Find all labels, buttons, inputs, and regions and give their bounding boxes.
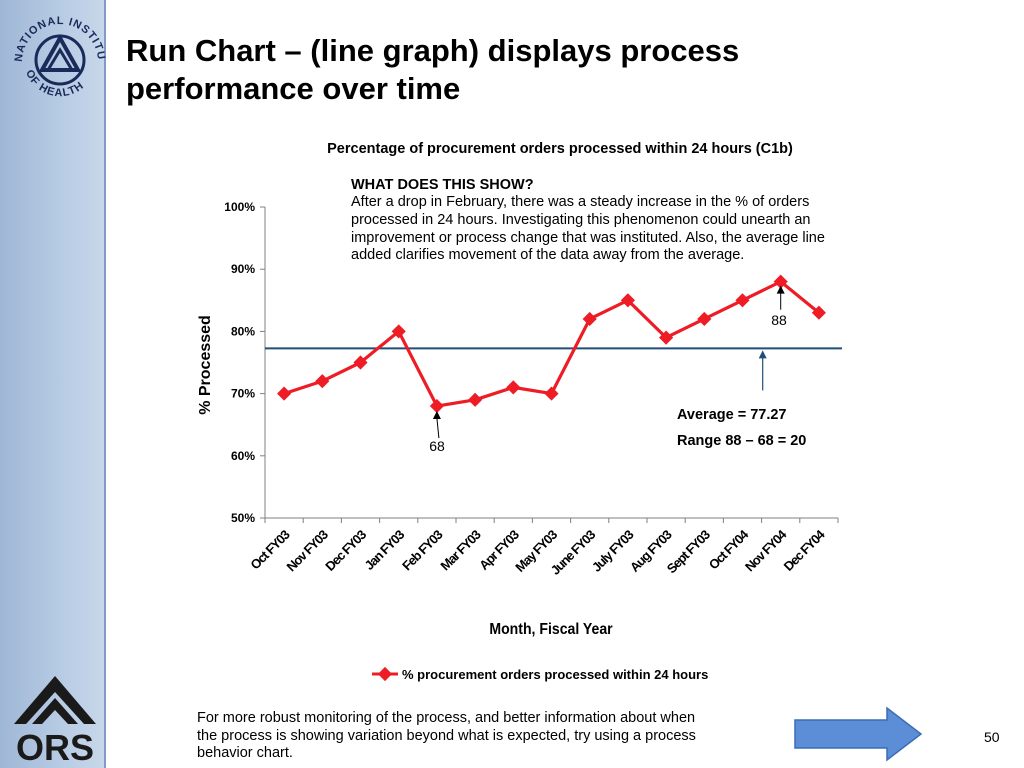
y-tick-label: 90% <box>231 262 255 276</box>
x-axis-label: Month, Fiscal Year <box>489 620 612 638</box>
y-axis-label: % Processed <box>197 315 214 415</box>
x-tick-label: Jan FY03 <box>362 527 408 573</box>
min-callout: 68 <box>429 411 445 454</box>
legend-label: % procurement orders processed within 24… <box>402 667 708 682</box>
data-point <box>429 398 444 414</box>
max-arrow-head <box>776 285 785 294</box>
x-tick-label: Sept FY03 <box>664 527 713 576</box>
sidebar-band <box>0 0 106 768</box>
data-point <box>544 386 559 401</box>
range-text: Range 88 – 68 = 20 <box>677 433 806 449</box>
data-point <box>277 386 292 401</box>
annotation-heading: WHAT DOES THIS SHOW? <box>351 177 534 193</box>
x-tick-label: Dec FY04 <box>781 526 829 574</box>
x-tick-label: Feb FY03 <box>399 527 445 573</box>
series-line <box>277 274 826 414</box>
data-point <box>391 324 406 339</box>
slide-title: Run Chart – (line graph) displays proces… <box>126 32 846 108</box>
data-point <box>468 392 483 407</box>
y-axis-ticks: 50% 60% 70% 80% 90% 100% <box>224 200 265 525</box>
data-point <box>582 311 597 327</box>
y-tick-label: 70% <box>231 387 255 401</box>
sidebar-edge <box>104 0 106 768</box>
data-point <box>353 355 368 370</box>
legend: % procurement orders processed within 24… <box>372 666 708 682</box>
data-point <box>315 374 330 389</box>
annotation-line-1: After a drop in February, there was a st… <box>351 194 809 210</box>
min-label: 68 <box>429 438 445 454</box>
y-tick-label: 100% <box>224 200 255 214</box>
max-callout: 88 <box>771 285 787 328</box>
min-arrow-head <box>432 411 441 420</box>
data-point <box>659 330 674 345</box>
average-text: Average = 77.27 <box>677 407 787 423</box>
max-label: 88 <box>771 312 787 328</box>
x-tick-label: Dec FY03 <box>322 527 369 574</box>
footer-note: For more robust monitoring of the proces… <box>197 710 797 763</box>
nih-logo: NATIONAL INSTITUTES OF HEALTH <box>8 6 106 99</box>
annotation-line-2: processed in 24 hours. Investigating thi… <box>351 212 810 228</box>
slide-title-line1: Run Chart – (line graph) displays proces… <box>126 33 740 68</box>
footer-line-2: the process is showing variation beyond … <box>197 727 696 744</box>
slide-title-line2: performance over time <box>126 71 461 106</box>
next-slide-arrow-icon[interactable] <box>793 706 925 762</box>
x-tick-label: Nov FY04 <box>742 526 790 574</box>
x-tick-label: Nov FY03 <box>284 527 331 574</box>
chart-title: Percentage of procurement orders process… <box>327 141 793 157</box>
data-point <box>773 274 788 289</box>
data-point <box>697 311 712 327</box>
data-point <box>811 305 826 320</box>
data-point <box>620 293 635 308</box>
ors-logo: ORS <box>14 676 96 764</box>
y-tick-label: 50% <box>231 511 255 525</box>
legend-marker <box>377 666 393 682</box>
x-tick-label: Mar FY03 <box>437 527 483 573</box>
annotation-line-4: added clarifies movement of the data awa… <box>351 247 744 263</box>
run-chart: Percentage of procurement orders process… <box>197 141 842 682</box>
y-tick-label: 60% <box>231 449 255 463</box>
data-point <box>735 293 750 308</box>
average-callout <box>758 350 767 391</box>
average-arrow-head <box>758 350 767 359</box>
y-tick-label: 80% <box>231 324 255 338</box>
annotation-box: WHAT DOES THIS SHOW? After a drop in Feb… <box>351 177 825 263</box>
min-arrow <box>436 417 440 439</box>
svg-text:ORS: ORS <box>16 727 94 764</box>
footer-line-1: For more robust monitoring of the proces… <box>197 710 696 726</box>
footer-line-3: behavior chart. <box>197 745 293 761</box>
page-number: 50 <box>984 729 1000 745</box>
annotation-line-3: improvement or process change that was i… <box>351 230 825 246</box>
data-point <box>506 380 521 395</box>
